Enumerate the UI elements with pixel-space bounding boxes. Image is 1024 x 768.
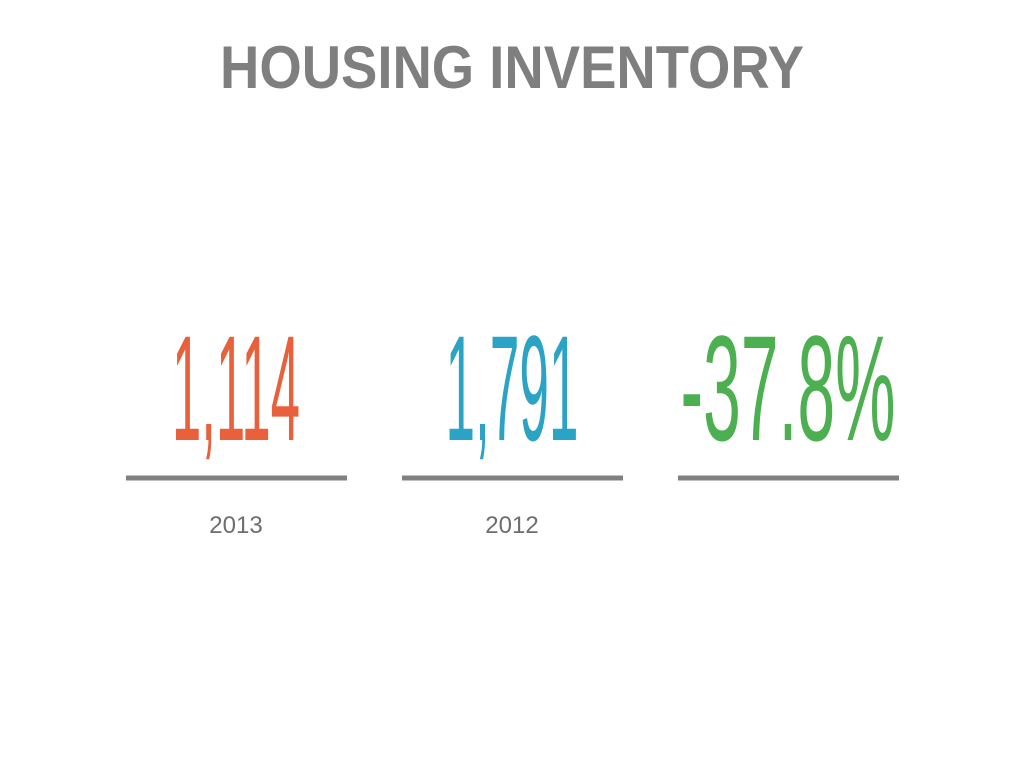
stat-value: -37.8% — [681, 304, 896, 472]
stat-label: 2012 — [485, 512, 538, 539]
stat-value: 1,114 — [172, 304, 300, 472]
stat-value: 1,791 — [446, 304, 579, 472]
slide-title: HOUSING INVENTORY — [220, 34, 804, 101]
stat-label: 2013 — [209, 512, 262, 539]
